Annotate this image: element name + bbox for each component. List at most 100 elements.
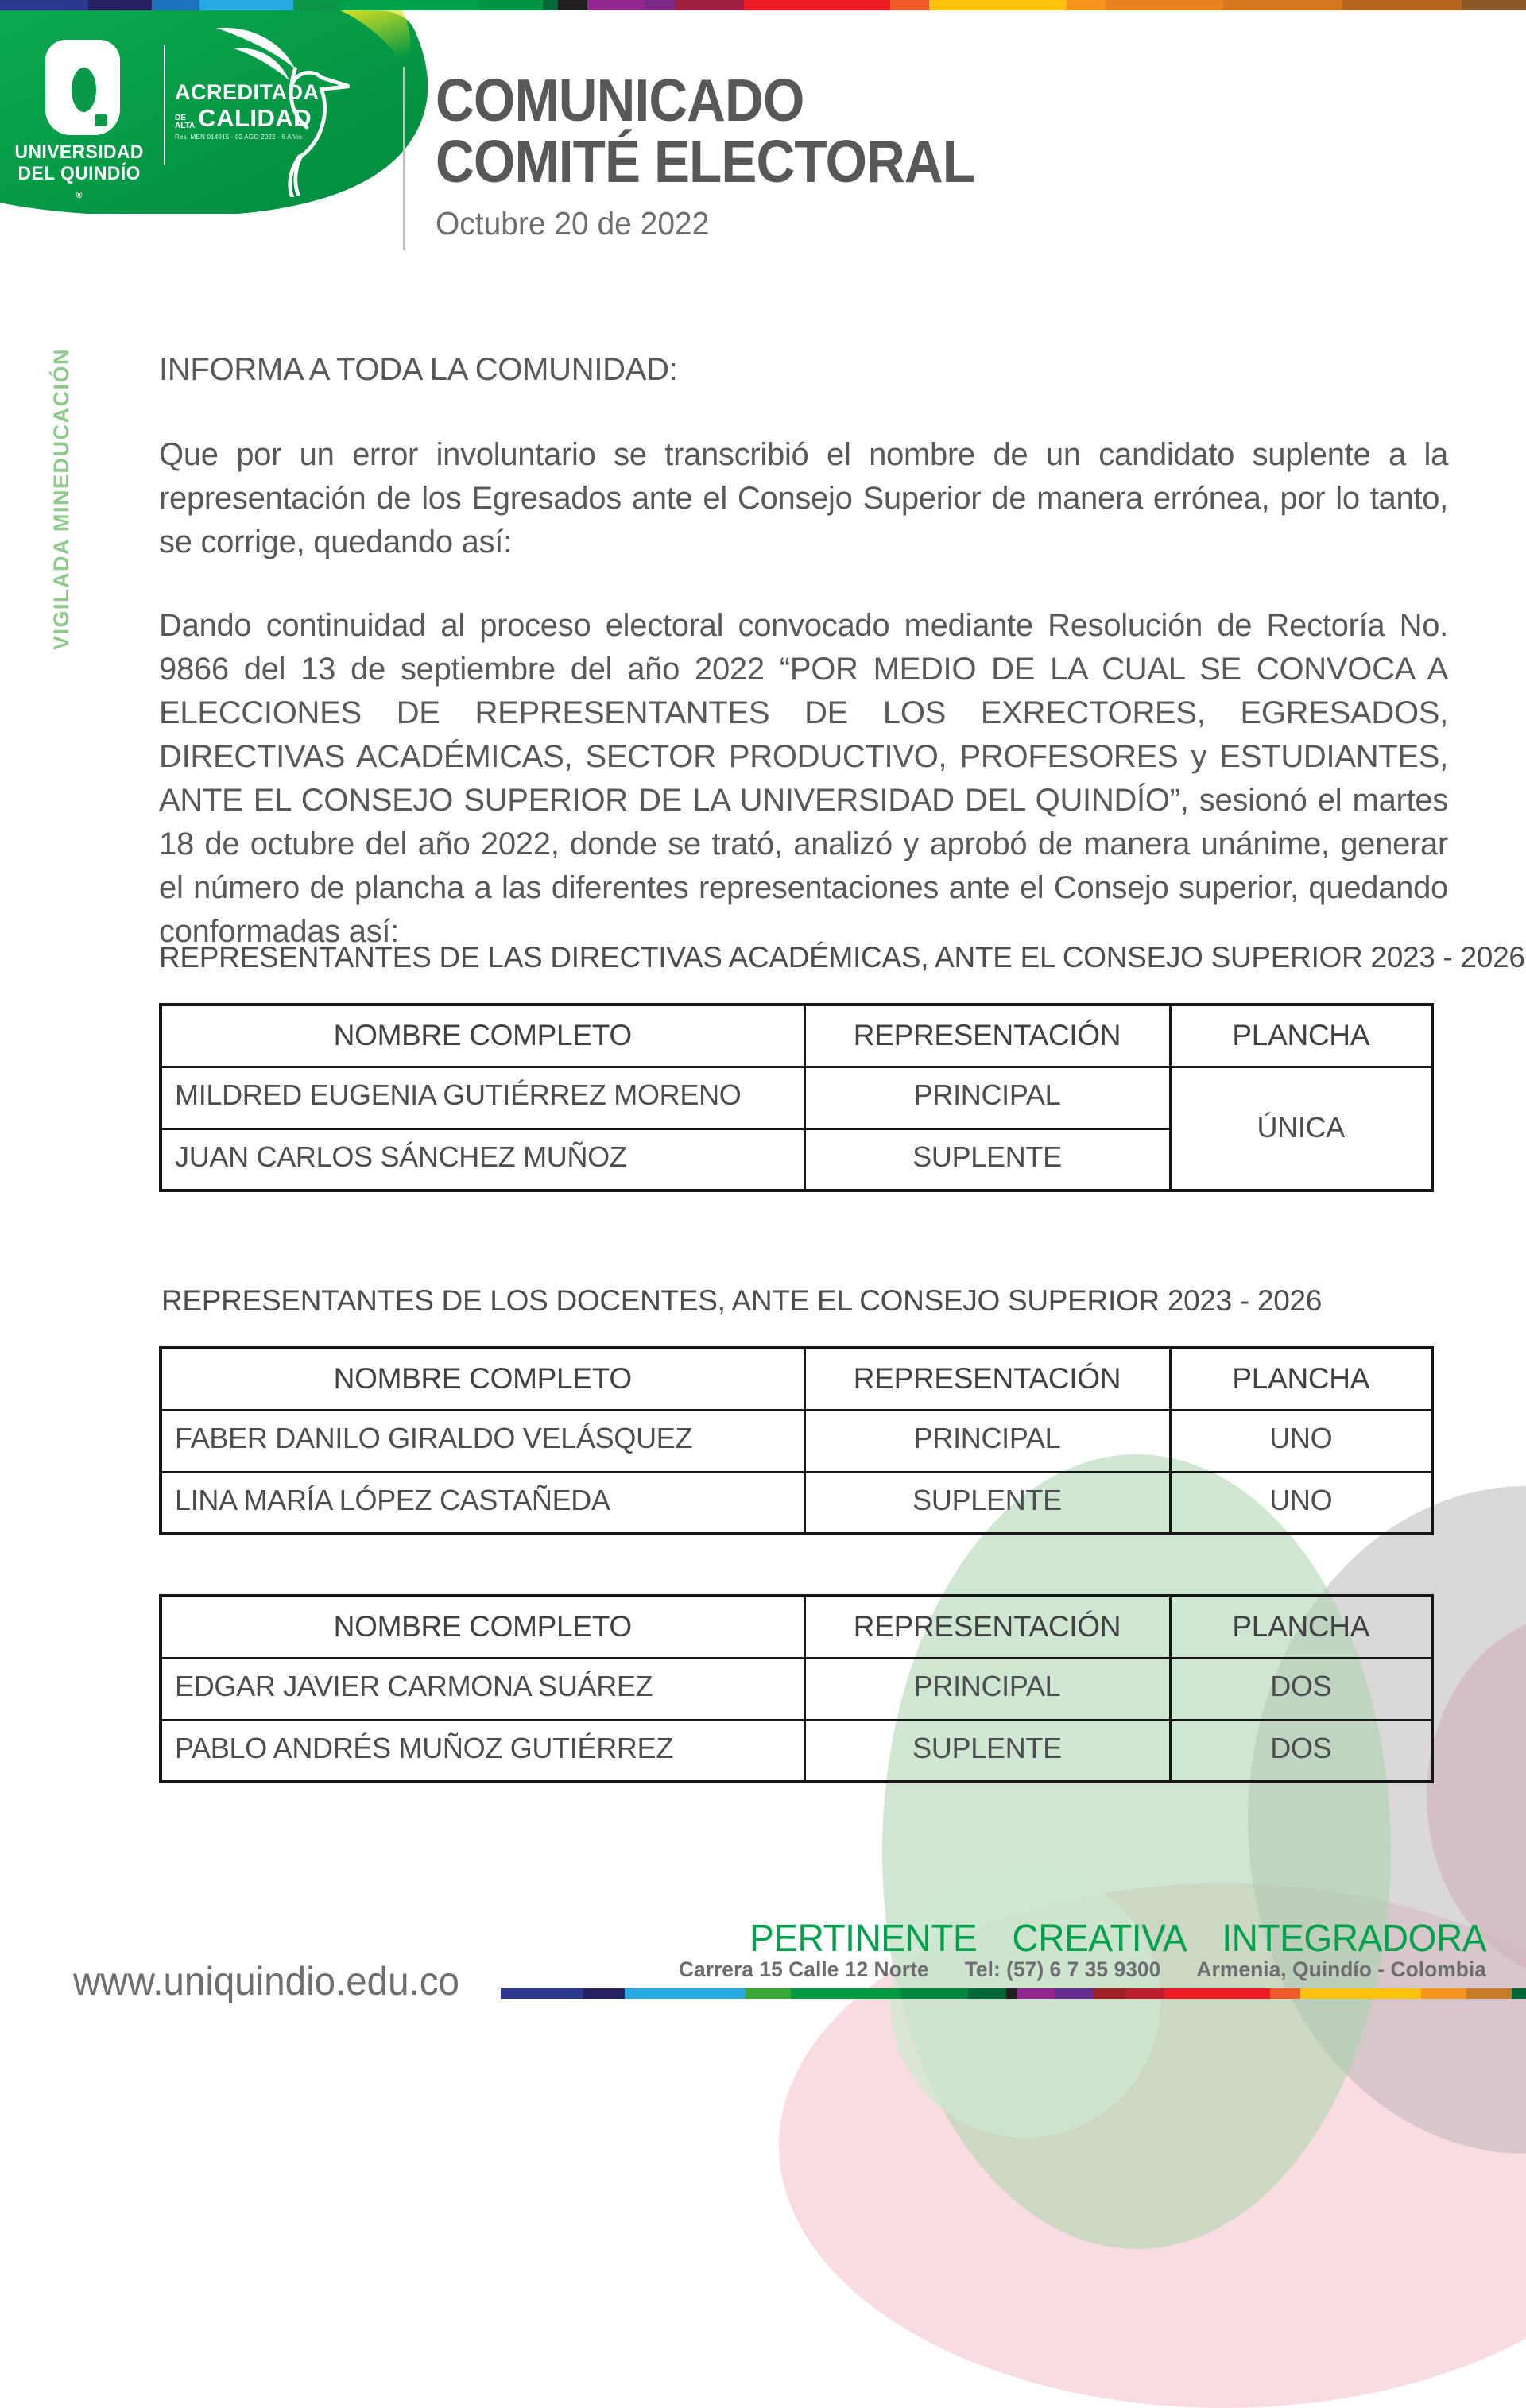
color-bar-segment [479, 0, 543, 10]
document-date: Octubre 20 de 2022 [436, 205, 710, 242]
color-bar-segment [625, 1988, 746, 1999]
hummingbird-icon [216, 27, 350, 197]
table-row: LINA MARÍA LÓPEZ CASTAÑEDA SUPLENTE UNO [159, 1470, 1434, 1535]
title-line-1: COMUNICADO [436, 67, 804, 134]
plancha-value: UNO [1168, 1470, 1434, 1535]
color-bar-segment [645, 0, 675, 10]
bottom-rainbow-bar [501, 1988, 1526, 1999]
plancha-value: DOS [1168, 1656, 1434, 1721]
color-bar-segment [1106, 0, 1223, 10]
accredited-de: DE [175, 114, 186, 122]
color-bar-segment [1462, 0, 1526, 10]
candidate-name: JUAN CARLOS SÁNCHEZ MUÑOZ [159, 1127, 806, 1192]
phone-number: Tel: (57) 6 7 35 9300 [964, 1957, 1161, 1981]
accredited-label: ACREDITADA [175, 80, 320, 104]
table-row: EDGAR JAVIER CARMONA SUÁREZ PRINCIPAL DO… [159, 1656, 1434, 1721]
color-bar-segment [1342, 0, 1462, 10]
color-bar-segment [1421, 1988, 1466, 1999]
accreditation-seal: ACREDITADA DE ALTA CALIDAD Res. MEN 0149… [175, 82, 320, 141]
color-bar-segment [1006, 1988, 1017, 1999]
color-bar-segment [501, 1988, 583, 1999]
color-bar-segment [1164, 1988, 1270, 1999]
plancha-value: DOS [1168, 1718, 1434, 1783]
candidate-name: FABER DANILO GIRALDO VELÁSQUEZ [159, 1408, 806, 1473]
col-plancha: PLANCHA [1168, 1003, 1434, 1068]
color-bar-segment [1270, 1988, 1300, 1999]
col-representacion: REPRESENTACIÓN [803, 1594, 1172, 1659]
q-square [95, 114, 108, 127]
color-bar-segment [583, 1988, 625, 1999]
table-docentes-uno: NOMBRE COMPLETO REPRESENTACIÓN PLANCHA F… [159, 1346, 1434, 1535]
color-bar-segment [338, 0, 479, 10]
color-bar-segment [199, 0, 293, 10]
table-row: MILDRED EUGENIA GUTIÉRREZ MORENO PRINCIP… [159, 1065, 1434, 1192]
color-bar-segment [1067, 0, 1106, 10]
color-bar-segment [675, 0, 744, 10]
color-bar-segment [587, 0, 645, 10]
slogan-creativa: CREATIVA [1012, 1918, 1187, 1960]
candidate-role: SUPLENTE [803, 1718, 1172, 1783]
color-bar-segment [558, 0, 587, 10]
candidate-name: EDGAR JAVIER CARMONA SUÁREZ [159, 1656, 806, 1721]
institution-line2: DEL QUINDÍO [17, 163, 141, 184]
title-line-2: COMITÉ ELECTORAL [436, 128, 975, 195]
color-bar-segment [744, 0, 890, 10]
footer-address-line: Carrera 15 Calle 12 Norte Tel: (57) 6 7 … [679, 1957, 1486, 1982]
paragraph-process: Dando continuidad al proceso electoral c… [159, 608, 1448, 949]
logo-divider [164, 45, 165, 165]
vigilada-mineducacion-label: VIGILADA MINEDUCACIÓN [49, 348, 73, 650]
top-rainbow-bar [0, 0, 1526, 10]
accreditation-resolution: Res. MEN 014915 - 02 AGO 2022 - 6 Años [175, 134, 303, 141]
footer-slogan: PERTINENTE CREATIVA INTEGRADORA [746, 1917, 1486, 1961]
color-bar-segment [929, 0, 1067, 10]
table-row: FABER DANILO GIRALDO VELÁSQUEZ PRINCIPAL… [159, 1408, 1434, 1473]
col-representacion: REPRESENTACIÓN [803, 1003, 1172, 1068]
green-blob-decoration [882, 1454, 1391, 2249]
slogan-pertinente: PERTINENTE [749, 1918, 978, 1960]
institution-line1: UNIVERSIDAD [14, 141, 144, 163]
comunicado-title-block: COMUNICADO COMITÉ ELECTORAL Octubre 20 d… [403, 67, 1034, 250]
col-nombre: NOMBRE COMPLETO [159, 1594, 806, 1659]
candidate-name: LINA MARÍA LÓPEZ CASTAÑEDA [159, 1470, 806, 1535]
color-bar-segment [900, 1988, 968, 1999]
registered-mark-icon: ® [76, 191, 83, 200]
color-bar-segment [152, 0, 199, 10]
color-bar-segment [1093, 1988, 1126, 1999]
color-bar-segment [1223, 0, 1342, 10]
candidate-role: SUPLENTE [803, 1127, 1172, 1192]
table-header-row: NOMBRE COMPLETO REPRESENTACIÓN PLANCHA [159, 1346, 1434, 1411]
website-url: www.uniquindio.edu.co [73, 1959, 459, 2003]
color-bar-segment [1300, 1988, 1421, 1999]
uq-logo-q-mark [45, 40, 120, 135]
table-header-row: NOMBRE COMPLETO REPRESENTACIÓN PLANCHA [159, 1003, 1434, 1068]
col-nombre: NOMBRE COMPLETO [159, 1003, 806, 1068]
color-bar-segment [88, 0, 152, 10]
color-bar-segment [791, 1988, 900, 1999]
table-row: JUAN CARLOS SÁNCHEZ MUÑOZ SUPLENTE [159, 1127, 1432, 1192]
mint-blob-decoration [890, 1868, 1160, 2138]
candidate-name: PABLO ANDRÉS MUÑOZ GUTIÉRREZ [159, 1718, 806, 1783]
color-bar-segment [543, 0, 558, 10]
accredited-alta: ALTA [175, 122, 196, 130]
section-heading-directivas: REPRESENTANTES DE LAS DIRECTIVAS ACADÉMI… [159, 941, 1525, 974]
color-bar-segment [1055, 1988, 1093, 1999]
color-bar-segment [1512, 1988, 1526, 1999]
salutation: INFORMA A TODA LA COMUNIDAD: [159, 352, 678, 387]
institution-name: UNIVERSIDAD DEL QUINDÍO ® [14, 141, 144, 207]
table-header-row: NOMBRE COMPLETO REPRESENTACIÓN PLANCHA [159, 1594, 1434, 1659]
plancha-value: UNO [1168, 1408, 1434, 1473]
candidate-role: PRINCIPAL [803, 1065, 1172, 1130]
table-directivas: NOMBRE COMPLETO REPRESENTACIÓN PLANCHA M… [159, 1003, 1434, 1192]
col-representacion: REPRESENTACIÓN [803, 1346, 1172, 1411]
color-bar-segment [0, 0, 88, 10]
color-bar-segment [890, 0, 929, 10]
slogan-integradora: INTEGRADORA [1222, 1918, 1486, 1960]
street-address: Carrera 15 Calle 12 Norte [678, 1957, 929, 1981]
plancha-value: ÚNICA [1168, 1065, 1434, 1192]
col-plancha: PLANCHA [1168, 1346, 1434, 1411]
candidate-role: SUPLENTE [803, 1470, 1172, 1535]
color-bar-segment [968, 1988, 1006, 1999]
color-bar-segment [746, 1988, 791, 1999]
col-plancha: PLANCHA [1168, 1594, 1434, 1659]
